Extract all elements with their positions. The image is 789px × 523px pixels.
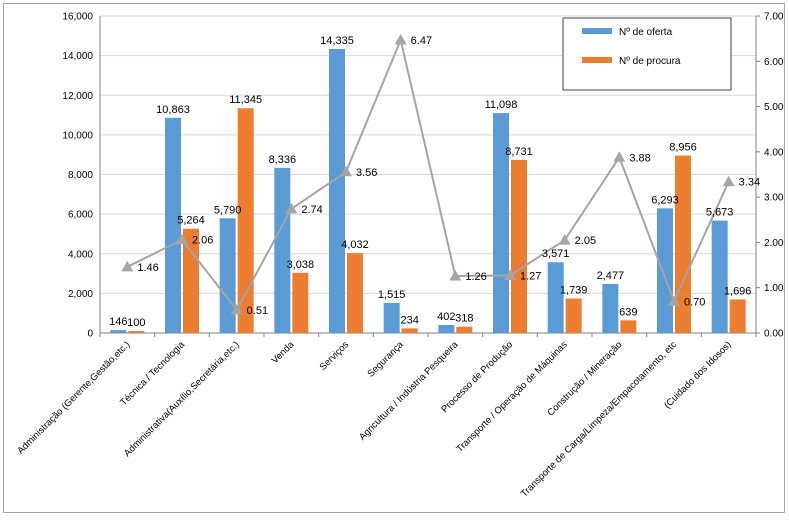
bar-oferta: [110, 330, 127, 333]
bar-oferta: [602, 283, 619, 333]
bar-procura: [729, 299, 746, 333]
bar-oferta: [711, 220, 728, 333]
bar-procura: [620, 320, 637, 333]
ratio-value-label: 2.06: [192, 235, 213, 247]
y2-tick-label: 1.00: [764, 283, 784, 294]
ratio-point-marker: [668, 295, 680, 306]
bar-procura: [237, 108, 254, 333]
data-labels: 146 100 10,863 5,264 5,790 11,345 8,336 3,038 14…: [109, 35, 760, 329]
y2-tick-label: 6.00: [764, 57, 784, 68]
bar-value-label-procura: 8,731: [505, 146, 533, 158]
bar-value-label-oferta: 11,098: [485, 99, 518, 111]
ratio-value-label: 6.47: [411, 35, 432, 47]
bar-oferta: [657, 208, 673, 333]
ratio-value-label: 3.56: [356, 167, 377, 179]
legend: Nº de oferta Nº de procura: [562, 17, 732, 91]
y-tick-label: 12,000: [62, 91, 93, 102]
bar-value-label-procura: 1,696: [724, 285, 752, 297]
bar-value-label-oferta: 146: [109, 316, 127, 328]
y-tick-label: 16,000: [62, 12, 93, 23]
y-tick-label: 2,000: [68, 289, 93, 300]
bar-value-label-procura: 639: [619, 306, 637, 318]
ratio-line-path: [126, 36, 730, 312]
bar-value-label-oferta: 8,336: [269, 154, 297, 166]
ratio-value-label: 1.26: [465, 271, 486, 283]
y-tick-label: 0: [87, 329, 93, 340]
y2-tick-label: 3.00: [764, 193, 784, 204]
bar-value-label-oferta: 5,673: [706, 207, 734, 219]
ratio-point-marker: [340, 165, 352, 177]
ratio-value-label: 3.34: [739, 177, 760, 189]
bar-value-label-procura: 5,264: [177, 215, 205, 227]
ratio-point-marker: [449, 269, 462, 281]
bar-procura: [456, 326, 473, 333]
y2-tick-label: 5.00: [764, 102, 784, 113]
bar-procura: [128, 331, 145, 333]
ratio-value-label: 3.88: [629, 152, 650, 164]
y-tick-label: 6,000: [68, 210, 93, 221]
bar-value-label-procura: 4,032: [341, 239, 369, 251]
y-tick-label: 8,000: [68, 170, 93, 181]
bar-oferta: [165, 117, 181, 333]
bar-oferta: [383, 302, 400, 333]
bar-value-label-oferta: 5,790: [214, 204, 242, 216]
bar-procura: [401, 328, 418, 333]
ratio-point-marker: [722, 175, 735, 187]
bar-value-label-procura: 318: [455, 313, 473, 325]
bar-value-label-oferta: 2,477: [597, 270, 625, 282]
bar-value-label-procura: 8,956: [669, 142, 697, 154]
ratio-point-marker: [558, 234, 571, 245]
legend-label-procura: Nº de procura: [619, 56, 681, 67]
ratio-value-label: 0.70: [684, 296, 705, 308]
ratio-point-marker: [613, 151, 626, 162]
bar-value-label-procura: 100: [127, 317, 145, 329]
y2-tick-label: 4.00: [764, 147, 784, 158]
ratio-point-marker: [394, 34, 407, 45]
bar-oferta: [547, 262, 564, 333]
legend-swatch-procura: [582, 57, 612, 63]
bar-procura: [511, 160, 527, 333]
bar-value-label-procura: 234: [400, 314, 418, 326]
bar-value-label-oferta: 3,571: [542, 248, 570, 260]
legend-swatch-oferta: [582, 28, 612, 34]
bar-oferta: [274, 167, 291, 333]
bar-value-label-procura: 1,739: [560, 285, 588, 297]
bar-value-label-oferta: 402: [437, 311, 455, 323]
ratio-point-marker: [504, 269, 516, 280]
y2-tick-label: 0.00: [764, 329, 784, 340]
ratio-value-label: 2.74: [301, 204, 322, 216]
bar-procura: [347, 253, 363, 333]
ratio-point-marker: [176, 233, 188, 245]
legend-label-oferta: Nº de oferta: [619, 27, 673, 38]
ratio-point-marker: [285, 202, 298, 214]
bar-value-label-procura: 3,038: [287, 259, 315, 271]
ratio-point-marker: [230, 303, 243, 315]
ratio-point-marker: [121, 260, 134, 272]
bar-procura: [292, 272, 309, 333]
ratio-value-label: 1.27: [520, 270, 541, 282]
ratio-line: [121, 34, 735, 315]
bar-oferta: [219, 218, 236, 333]
y-tick-label: 14,000: [62, 51, 93, 62]
bars: [110, 48, 746, 333]
bar-oferta: [329, 48, 345, 333]
y-tick-label: 10,000: [62, 130, 93, 141]
bar-procura: [565, 298, 582, 333]
bar-value-label-oferta: 1,515: [378, 289, 406, 301]
bar-value-label-oferta: 6,293: [651, 194, 679, 206]
bar-oferta: [438, 325, 455, 333]
bar-value-label-procura: 11,345: [229, 94, 262, 106]
bar-oferta: [493, 113, 509, 333]
y-tick-label: 4,000: [68, 249, 93, 260]
ratio-value-label: 0.51: [247, 305, 268, 317]
y2-tick-label: 7.00: [764, 12, 784, 23]
bar-value-label-oferta: 14,335: [320, 35, 354, 47]
ratio-value-label: 1.46: [137, 262, 158, 274]
ratio-value-label: 2.05: [575, 235, 596, 247]
bar-value-label-oferta: 10,863: [156, 104, 190, 116]
y2-tick-label: 2.00: [764, 238, 784, 249]
